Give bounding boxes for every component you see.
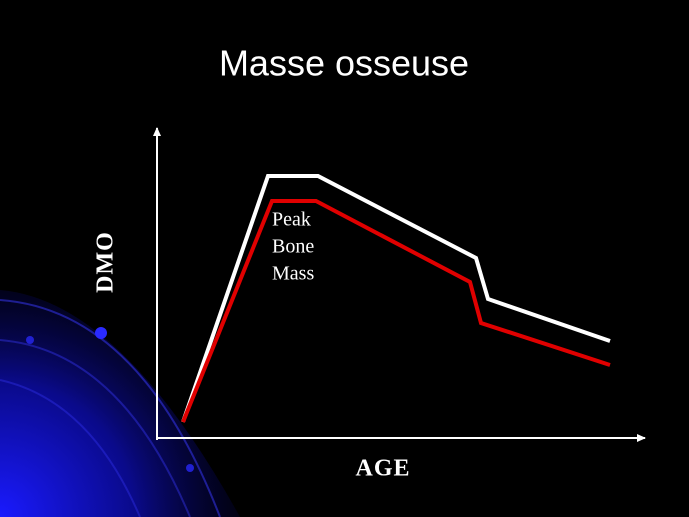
- y-axis-label: DMO: [93, 231, 119, 293]
- title: Masse osseuse: [219, 43, 469, 84]
- annotation-line: Bone: [272, 236, 314, 258]
- white-curve: [181, 174, 611, 423]
- annotation-line: Peak: [272, 209, 311, 231]
- annotation-line: Mass: [272, 263, 314, 285]
- decoration: [0, 290, 240, 517]
- red-curve: [181, 199, 611, 423]
- x-axis-label: AGE: [355, 456, 410, 482]
